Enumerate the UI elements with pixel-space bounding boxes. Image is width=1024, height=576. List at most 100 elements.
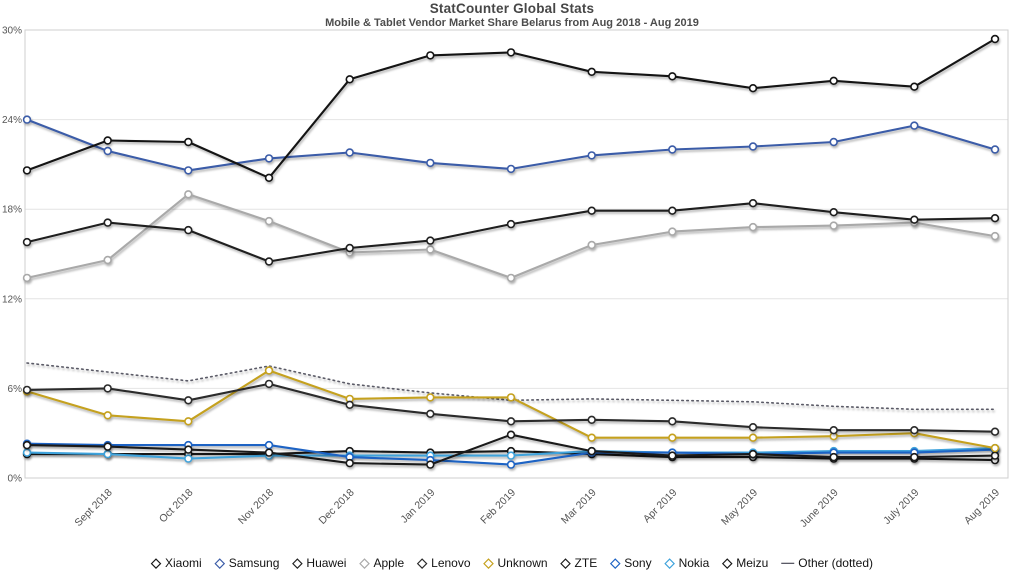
data-point-lenovo	[748, 423, 758, 432]
data-point-samsung	[184, 166, 193, 175]
data-point-samsung	[22, 115, 32, 124]
data-point-lenovo	[22, 385, 32, 395]
legend-label-samsung: Samsung	[228, 556, 280, 570]
data-point-unknown	[748, 433, 758, 442]
data-point-lenovo	[506, 417, 516, 426]
y-tick-label: 0%	[8, 474, 23, 485]
legend-item-huawei[interactable]: ◇ Huawei	[292, 556, 346, 570]
data-point-zte	[748, 449, 758, 459]
data-point-apple	[103, 255, 112, 265]
legend-item-meizu[interactable]: ◇ Meizu	[722, 556, 768, 570]
data-point-xiaomi	[668, 72, 677, 81]
y-tick-label: 24%	[2, 115, 22, 126]
legend-item-samsung[interactable]: ◇ Samsung	[215, 556, 280, 570]
data-point-huawei	[426, 236, 435, 245]
diamond-marker-icon-nokia: ◇	[664, 555, 675, 570]
data-point-nokia	[22, 448, 32, 457]
legend-item-nokia[interactable]: ◇ Nokia	[665, 556, 710, 570]
data-point-unknown	[426, 393, 435, 402]
data-point-samsung	[748, 142, 758, 151]
data-point-huawei	[264, 257, 274, 266]
data-point-zte	[506, 430, 516, 439]
data-point-nokia	[103, 449, 112, 459]
legend-label-meizu: Meizu	[736, 556, 769, 570]
y-tick-label: 30%	[2, 26, 22, 37]
data-point-zte	[345, 458, 354, 468]
legend-item-unknown[interactable]: ◇ Unknown	[484, 556, 548, 570]
legend-item-xiaomi[interactable]: ◇ Xiaomi	[151, 556, 202, 570]
data-point-xiaomi	[990, 34, 1000, 44]
x-tick-label-oct-2018: Oct 2018	[157, 487, 196, 526]
series-xiaomi	[22, 34, 1000, 183]
chart-title: StatCounter Global Stats	[429, 1, 595, 16]
data-point-unknown	[506, 393, 516, 402]
data-point-huawei	[910, 215, 919, 224]
x-tick-label-june-2019: June 2019	[798, 487, 841, 530]
series-zte	[22, 430, 1000, 469]
diamond-marker-icon-apple: ◇	[359, 555, 370, 570]
data-point-xiaomi	[426, 51, 435, 60]
data-point-zte	[990, 451, 1000, 460]
data-point-lenovo	[264, 379, 274, 389]
x-tick-label-apr-2019: Apr 2019	[641, 487, 680, 526]
legend-item-sony[interactable]: ◇ Sony	[610, 556, 651, 570]
legend-item-zte[interactable]: ◇ ZTE	[561, 556, 598, 570]
data-point-xiaomi	[103, 136, 112, 145]
x-tick-label-aug-2019: Aug 2019	[962, 487, 1002, 527]
diamond-marker-icon-meizu: ◇	[722, 555, 733, 570]
legend-label-huawei: Huawei	[306, 556, 347, 570]
legend-item-lenovo[interactable]: ◇ Lenovo	[417, 556, 470, 570]
series-lenovo	[22, 379, 1000, 436]
y-tick-label: 6%	[8, 384, 23, 395]
data-point-lenovo	[587, 415, 596, 424]
data-point-apple	[668, 227, 677, 236]
data-point-apple	[184, 190, 193, 199]
data-point-huawei	[506, 219, 516, 229]
series-line-other-dotted	[26, 362, 996, 411]
x-tick-label-jan-2019: Jan 2019	[398, 487, 437, 526]
diamond-marker-icon-lenovo: ◇	[417, 555, 428, 570]
data-point-samsung	[103, 146, 112, 156]
legend-label-nokia: Nokia	[678, 556, 710, 570]
data-point-huawei	[184, 225, 193, 235]
data-point-huawei	[103, 218, 112, 227]
data-point-huawei	[668, 206, 677, 215]
legend-item-other-dotted[interactable]: — Other (dotted)	[781, 556, 873, 570]
data-point-xiaomi	[184, 137, 193, 147]
data-point-unknown	[184, 417, 193, 426]
diamond-marker-icon-huawei: ◇	[292, 555, 303, 570]
legend-label-unknown: Unknown	[497, 556, 548, 570]
diamond-marker-icon-zte: ◇	[560, 555, 571, 570]
series-line-apple	[25, 193, 997, 279]
legend-label-apple: Apple	[373, 556, 405, 570]
data-point-xiaomi	[910, 82, 919, 91]
x-tick-label-july-2019: July 2019	[881, 487, 921, 527]
legend-item-apple[interactable]: ◇ Apple	[359, 556, 404, 570]
data-point-samsung	[264, 154, 274, 163]
data-point-xiaomi	[829, 76, 838, 86]
data-point-nokia	[506, 451, 516, 460]
data-point-apple	[506, 273, 516, 283]
data-point-samsung	[990, 145, 1000, 154]
dashed-line-icon-other-dotted: —	[781, 555, 795, 570]
data-point-samsung	[345, 148, 354, 157]
data-point-lenovo	[184, 396, 193, 405]
data-point-huawei	[345, 243, 354, 253]
data-point-samsung	[668, 145, 677, 154]
data-point-zte	[22, 440, 32, 450]
data-point-zte	[103, 442, 112, 451]
legend-label-xiaomi: Xiaomi	[165, 556, 202, 570]
data-point-sony	[264, 440, 274, 450]
diamond-marker-icon-samsung: ◇	[214, 555, 225, 570]
data-point-zte	[668, 451, 677, 460]
series-huawei	[22, 199, 1000, 266]
plot-border	[24, 29, 1009, 479]
data-point-huawei	[748, 199, 758, 208]
data-point-lenovo	[426, 409, 435, 418]
legend-label-other-dotted: Other (dotted)	[798, 556, 873, 570]
data-point-samsung	[426, 158, 435, 168]
series-apple	[22, 190, 1000, 283]
data-point-xiaomi	[22, 166, 32, 175]
series-other-dotted	[26, 362, 996, 411]
